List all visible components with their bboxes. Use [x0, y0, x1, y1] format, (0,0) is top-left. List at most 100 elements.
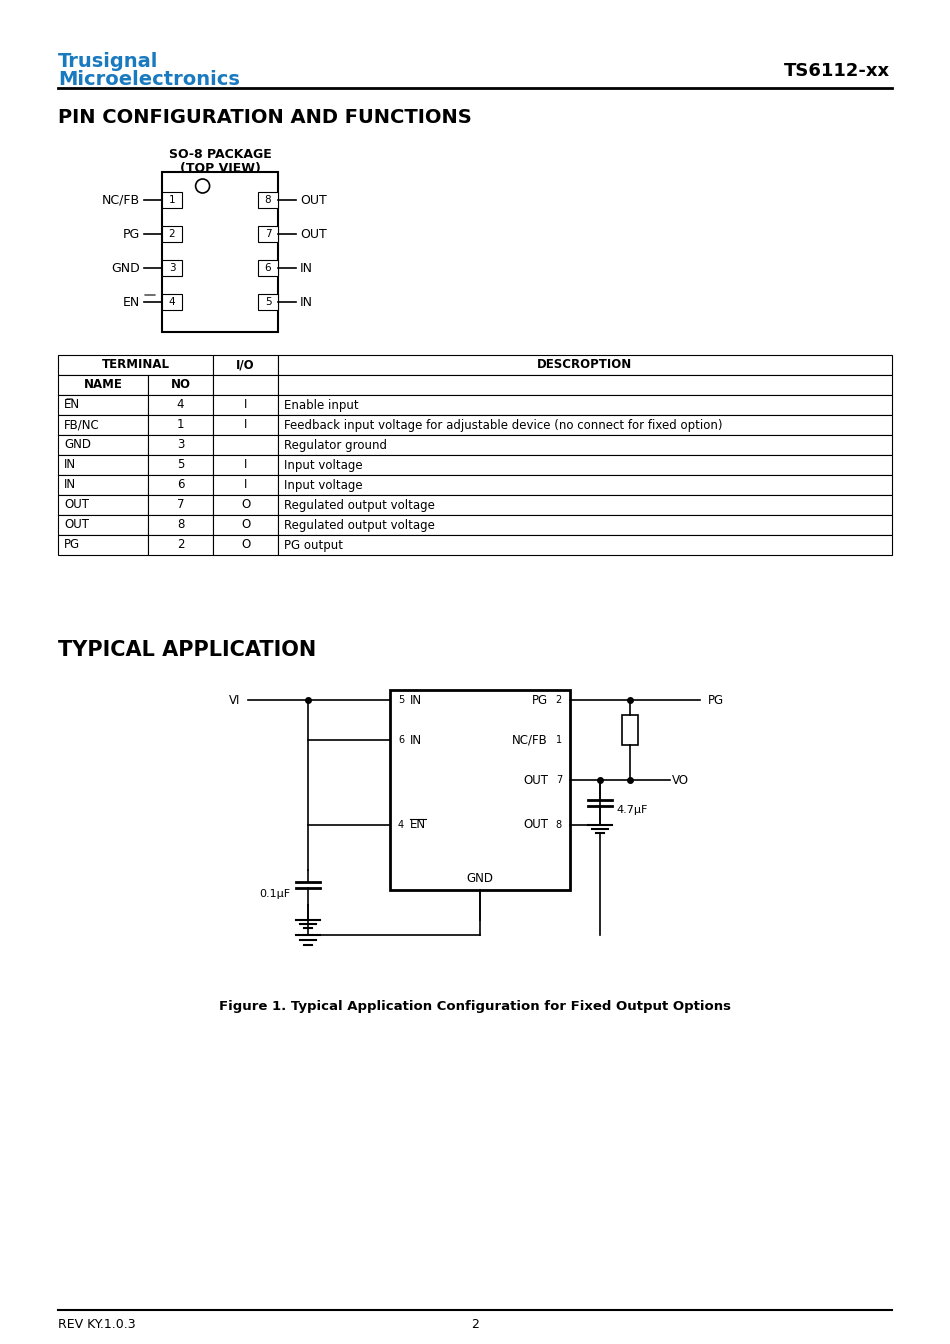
Text: Regulated output voltage: Regulated output voltage: [284, 519, 435, 531]
Bar: [162, 226, 182, 242]
Text: 5: 5: [265, 297, 272, 306]
Text: IN: IN: [410, 694, 422, 707]
Bar: [278, 495, 892, 515]
Text: I: I: [244, 478, 247, 492]
Text: PG: PG: [708, 694, 724, 707]
Bar: [58, 355, 213, 375]
Text: 6: 6: [265, 263, 272, 273]
Bar: [58, 395, 148, 415]
Bar: [58, 535, 148, 555]
Bar: [278, 474, 892, 495]
Bar: [213, 495, 278, 515]
Text: TYPICAL APPLICATION: TYPICAL APPLICATION: [58, 640, 316, 660]
Text: I/O: I/O: [237, 359, 255, 371]
Bar: [148, 456, 213, 474]
Text: OUT: OUT: [523, 774, 548, 786]
Text: IN: IN: [300, 296, 313, 309]
Text: 4.7μF: 4.7μF: [616, 805, 647, 814]
Bar: [213, 535, 278, 555]
Circle shape: [196, 179, 210, 194]
Text: 6: 6: [177, 478, 184, 492]
Text: SO-8 PACKAGE: SO-8 PACKAGE: [169, 148, 272, 161]
Text: 1: 1: [556, 735, 562, 745]
Text: 5: 5: [177, 458, 184, 472]
Bar: [58, 515, 148, 535]
Text: Regulated output voltage: Regulated output voltage: [284, 499, 435, 512]
Bar: [258, 192, 278, 208]
Text: PG: PG: [532, 694, 548, 707]
Text: GND: GND: [64, 438, 91, 452]
Bar: [258, 294, 278, 310]
Text: 2: 2: [471, 1318, 479, 1331]
Text: I: I: [244, 418, 247, 431]
Text: 4: 4: [398, 820, 404, 831]
Text: IN: IN: [300, 262, 313, 274]
Text: OUT: OUT: [64, 519, 89, 531]
Text: REV KY.1.0.3: REV KY.1.0.3: [58, 1318, 136, 1331]
Bar: [148, 435, 213, 456]
Text: TERMINAL: TERMINAL: [102, 359, 169, 371]
Text: IN: IN: [64, 478, 76, 492]
Text: NC/FB: NC/FB: [102, 194, 140, 207]
Text: 8: 8: [556, 820, 562, 831]
Text: O: O: [241, 499, 250, 512]
Text: 1: 1: [177, 418, 184, 431]
Bar: [162, 259, 182, 276]
Text: OUT: OUT: [64, 499, 89, 512]
Text: OUT: OUT: [523, 818, 548, 832]
Text: PIN CONFIGURATION AND FUNCTIONS: PIN CONFIGURATION AND FUNCTIONS: [58, 108, 472, 126]
Bar: [278, 375, 892, 395]
Bar: [213, 515, 278, 535]
Text: 2: 2: [169, 228, 176, 239]
Text: VI: VI: [229, 694, 240, 707]
Text: PG: PG: [64, 539, 80, 551]
Bar: [213, 435, 278, 456]
Text: 4: 4: [177, 399, 184, 411]
Bar: [213, 456, 278, 474]
Bar: [278, 415, 892, 435]
Text: Figure 1. Typical Application Configuration for Fixed Output Options: Figure 1. Typical Application Configurat…: [219, 1000, 731, 1013]
Bar: [213, 355, 278, 375]
Text: 6: 6: [398, 735, 404, 745]
Text: TS6112-xx: TS6112-xx: [784, 62, 890, 81]
Text: IN: IN: [64, 458, 76, 472]
Bar: [278, 435, 892, 456]
Bar: [278, 535, 892, 555]
Bar: [258, 259, 278, 276]
Bar: [148, 415, 213, 435]
Text: 4: 4: [169, 297, 176, 306]
Bar: [213, 415, 278, 435]
Text: Enable input: Enable input: [284, 399, 359, 411]
Text: VO: VO: [672, 774, 689, 786]
Text: 8: 8: [265, 195, 272, 206]
Bar: [58, 375, 148, 395]
Text: GND: GND: [111, 262, 140, 274]
Text: 0.1μF: 0.1μF: [258, 888, 290, 899]
Text: 2: 2: [556, 695, 562, 706]
Bar: [213, 395, 278, 415]
Text: OUT: OUT: [300, 227, 327, 241]
Text: Input voltage: Input voltage: [284, 458, 363, 472]
Bar: [278, 355, 892, 375]
Bar: [162, 192, 182, 208]
Text: FB/NC: FB/NC: [64, 418, 100, 431]
Bar: [148, 474, 213, 495]
Bar: [148, 495, 213, 515]
Text: PG: PG: [123, 227, 140, 241]
Bar: [258, 226, 278, 242]
Bar: [148, 375, 213, 395]
Bar: [58, 474, 148, 495]
Text: Regulator ground: Regulator ground: [284, 438, 387, 452]
Text: I: I: [244, 458, 247, 472]
Text: GND: GND: [466, 871, 493, 884]
Text: EN: EN: [410, 818, 427, 832]
Text: 2: 2: [177, 539, 184, 551]
Bar: [622, 715, 638, 745]
Text: NO: NO: [170, 379, 191, 391]
Bar: [278, 515, 892, 535]
Bar: [58, 415, 148, 435]
Text: Feedback input voltage for adjustable device (no connect for fixed option): Feedback input voltage for adjustable de…: [284, 418, 723, 431]
Bar: [58, 495, 148, 515]
Bar: [390, 689, 570, 890]
Text: Input voltage: Input voltage: [284, 478, 363, 492]
